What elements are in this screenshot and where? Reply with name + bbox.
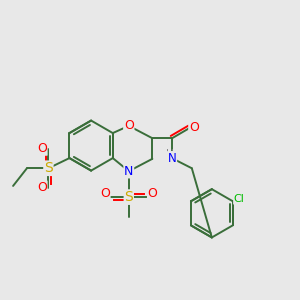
- Text: O: O: [124, 119, 134, 132]
- Text: O: O: [189, 121, 199, 134]
- Text: O: O: [37, 181, 47, 194]
- Text: S: S: [44, 161, 53, 175]
- Text: O: O: [100, 187, 110, 200]
- Text: O: O: [37, 142, 47, 155]
- Text: O: O: [148, 187, 158, 200]
- Text: Cl: Cl: [234, 194, 245, 204]
- Text: H: H: [166, 149, 174, 159]
- Text: N: N: [168, 152, 176, 165]
- Text: N: N: [124, 165, 134, 178]
- Text: S: S: [124, 190, 133, 204]
